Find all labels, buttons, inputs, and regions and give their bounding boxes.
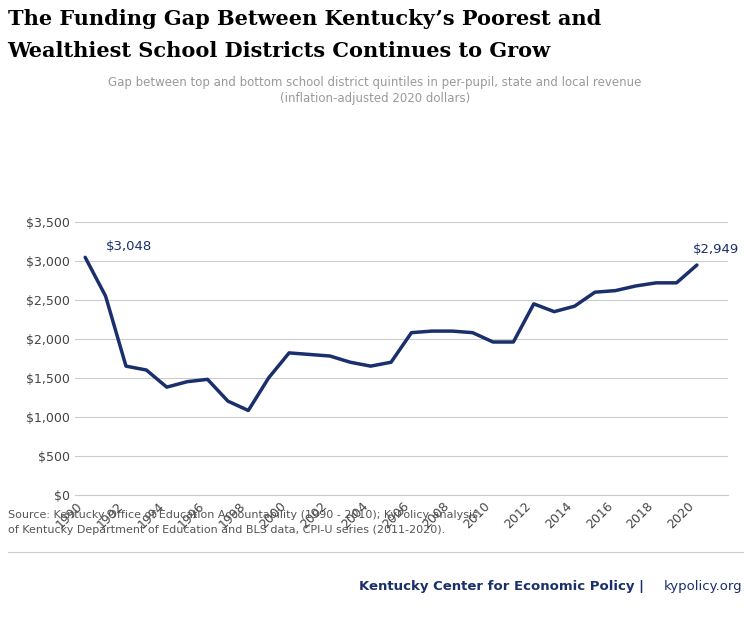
- Text: The Funding Gap Between Kentucky’s Poorest and: The Funding Gap Between Kentucky’s Poore…: [8, 9, 601, 29]
- Text: (inflation-adjusted 2020 dollars): (inflation-adjusted 2020 dollars): [280, 92, 470, 105]
- Text: $2,949: $2,949: [693, 244, 739, 257]
- Text: $3,048: $3,048: [106, 240, 152, 254]
- Text: Gap between top and bottom school district quintiles in per-pupil, state and loc: Gap between top and bottom school distri…: [108, 76, 642, 90]
- Text: of Kentucky Department of Education and BLS data, CPI-U series (2011-2020).: of Kentucky Department of Education and …: [8, 525, 445, 535]
- Text: Kentucky Center for Economic Policy |: Kentucky Center for Economic Policy |: [359, 580, 649, 593]
- Text: Source: Kentucky Office of Education Accountability (1990 - 2010); KyPolicy anal: Source: Kentucky Office of Education Acc…: [8, 510, 477, 520]
- Text: Wealthiest School Districts Continues to Grow: Wealthiest School Districts Continues to…: [8, 41, 550, 61]
- Text: kypolicy.org: kypolicy.org: [664, 580, 742, 593]
